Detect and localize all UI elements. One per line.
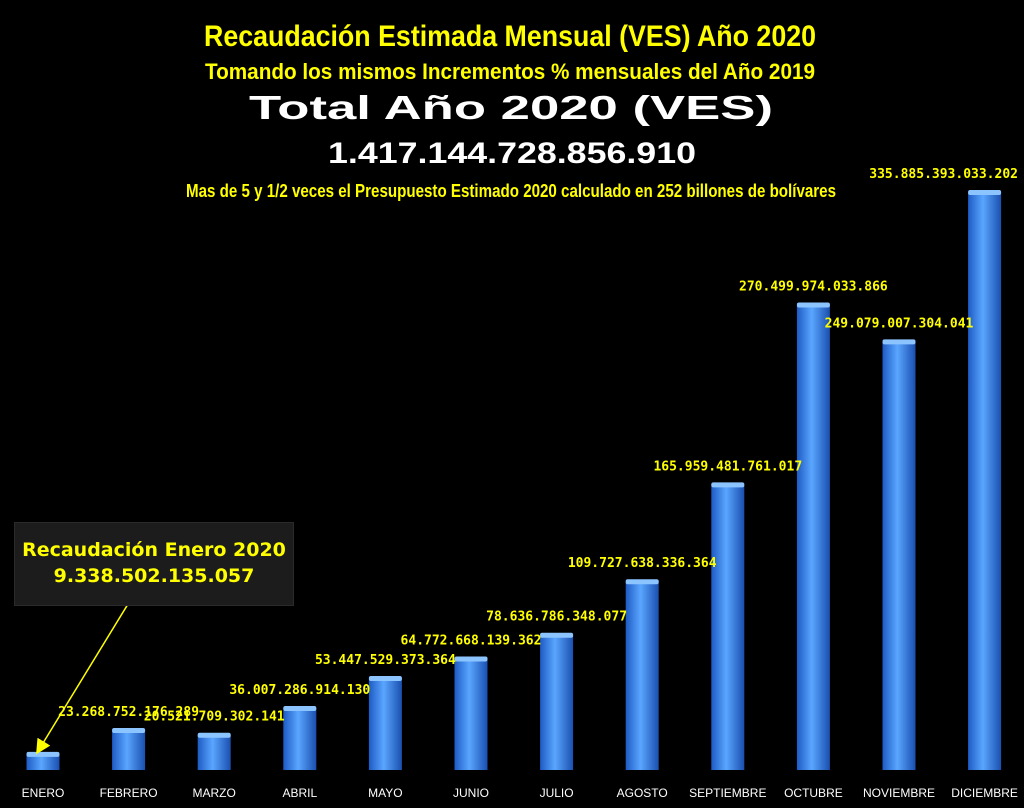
value-label-abril: 36.007.286.914.130 xyxy=(229,683,370,698)
value-label-mayo: 53.447.529.373.364 xyxy=(315,653,456,668)
budget-note: Mas de 5 y 1/2 veces el Presupuesto Esti… xyxy=(186,181,836,201)
bar-cap-julio xyxy=(540,632,574,638)
value-label-junio: 64.772.668.139.362 xyxy=(401,634,542,649)
bar-cap-junio xyxy=(454,656,488,662)
bar-cap-febrero xyxy=(112,728,146,733)
bar-abril xyxy=(283,708,317,770)
value-label-noviembre: 249.079.007.304.041 xyxy=(825,316,974,331)
category-label-junio: JUNIO xyxy=(453,786,489,800)
bar-diciembre xyxy=(968,192,1002,770)
value-label-marzo: 20.521.709.302.141 xyxy=(144,710,285,725)
callout-label: Recaudación Enero 2020 xyxy=(22,539,286,561)
value-label-febrero: 23.268.752.176.289 xyxy=(58,705,199,720)
bar-enero xyxy=(26,753,60,770)
category-label-enero: ENERO xyxy=(22,786,65,800)
bar-mayo xyxy=(368,678,402,770)
category-label-noviembre: NOVIEMBRE xyxy=(863,786,935,800)
bar-octubre xyxy=(796,304,830,770)
value-label-septiembre: 165.959.481.761.017 xyxy=(653,459,802,474)
value-label-diciembre: 335.885.393.033.202 xyxy=(869,167,1018,182)
bar-cap-enero xyxy=(26,751,60,757)
value-label-julio: 78.636.786.348.077 xyxy=(486,610,627,625)
category-label-diciembre: DICIEMBRE xyxy=(951,786,1018,800)
category-label-septiembre: SEPTIEMBRE xyxy=(689,786,766,800)
bar-cap-noviembre xyxy=(882,339,916,345)
callout-arrow xyxy=(36,603,129,755)
bar-agosto xyxy=(625,581,659,770)
bar-septiembre xyxy=(711,484,745,770)
bar-cap-marzo xyxy=(197,732,231,738)
category-label-marzo: MARZO xyxy=(193,786,236,800)
bar-noviembre xyxy=(882,341,916,770)
category-label-octubre: OCTUBRE xyxy=(784,786,843,800)
category-label-mayo: MAYO xyxy=(368,786,402,800)
bar-cap-octubre xyxy=(796,302,830,308)
bar-cap-septiembre xyxy=(711,482,745,488)
bars-group xyxy=(26,190,1002,770)
category-label-agosto: AGOSTO xyxy=(617,786,668,800)
category-label-febrero: FEBRERO xyxy=(100,786,158,800)
chart-subtitle: Tomando los mismos Incrementos % mensual… xyxy=(205,59,815,84)
january-callout: Recaudación Enero 2020 9.338.502.135.057 xyxy=(14,522,294,606)
value-label-octubre: 270.499.974.033.866 xyxy=(739,280,888,295)
bar-cap-abril xyxy=(283,706,317,711)
bar-marzo xyxy=(197,734,231,770)
bar-julio xyxy=(540,634,574,770)
category-labels-group: ENERO FEBRERO MARZO ABRIL MAYO JUNIO JULIO AGOS… xyxy=(22,786,1018,800)
category-label-julio: JULIO xyxy=(540,786,574,800)
total-value: 1.417.144.728.856.910 xyxy=(328,137,696,170)
total-label: Total Año 2020 (VES) xyxy=(249,89,773,126)
chart-title: Recaudación Estimada Mensual (VES) Año 2… xyxy=(204,20,816,53)
bar-junio xyxy=(454,658,488,770)
bar-cap-agosto xyxy=(625,579,659,585)
callout-value: 9.338.502.135.057 xyxy=(53,565,255,587)
bar-febrero xyxy=(112,730,146,770)
category-label-abril: ABRIL xyxy=(282,786,317,800)
bar-cap-mayo xyxy=(368,676,402,681)
value-label-agosto: 109.727.638.336.364 xyxy=(568,556,717,571)
bar-cap-diciembre xyxy=(968,190,1002,195)
